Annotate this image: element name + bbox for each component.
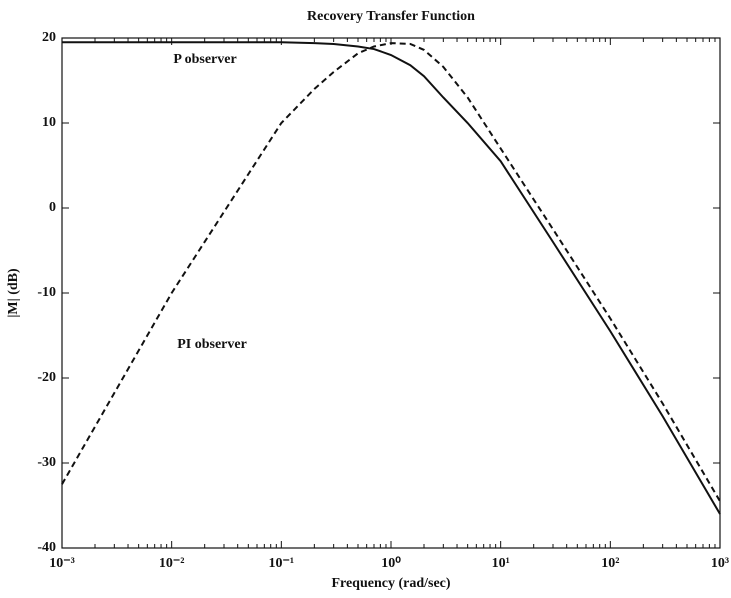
y-tick-label: -30 <box>37 455 56 470</box>
x-tick-label: 10² <box>601 556 619 571</box>
y-tick-label: -40 <box>37 540 56 555</box>
series-line <box>62 41 721 515</box>
y-tick-label: -20 <box>37 370 56 385</box>
x-axis-label: Frequency (rad/sec) <box>331 576 450 591</box>
y-axis-label: |M| (dB) <box>6 268 21 318</box>
x-tick-label: 10³ <box>711 556 729 571</box>
y-tick-label: -10 <box>37 285 56 300</box>
y-tick-label: 10 <box>42 115 56 130</box>
chart-title: Recovery Transfer Function <box>307 9 475 24</box>
x-tick-label: 10⁻¹ <box>269 556 295 571</box>
series-label: PI observer <box>177 337 247 352</box>
y-tick-label: 0 <box>49 200 56 215</box>
y-tick-label: 20 <box>42 30 56 45</box>
series-label: P observer <box>173 52 236 67</box>
plot-frame <box>61 37 721 549</box>
x-tick-label: 10⁰ <box>381 556 401 571</box>
x-tick-label: 10⁻³ <box>49 556 75 571</box>
x-tick-label: 10¹ <box>492 556 510 571</box>
x-tick-label: 10⁻² <box>159 556 185 571</box>
series-line <box>61 42 721 502</box>
